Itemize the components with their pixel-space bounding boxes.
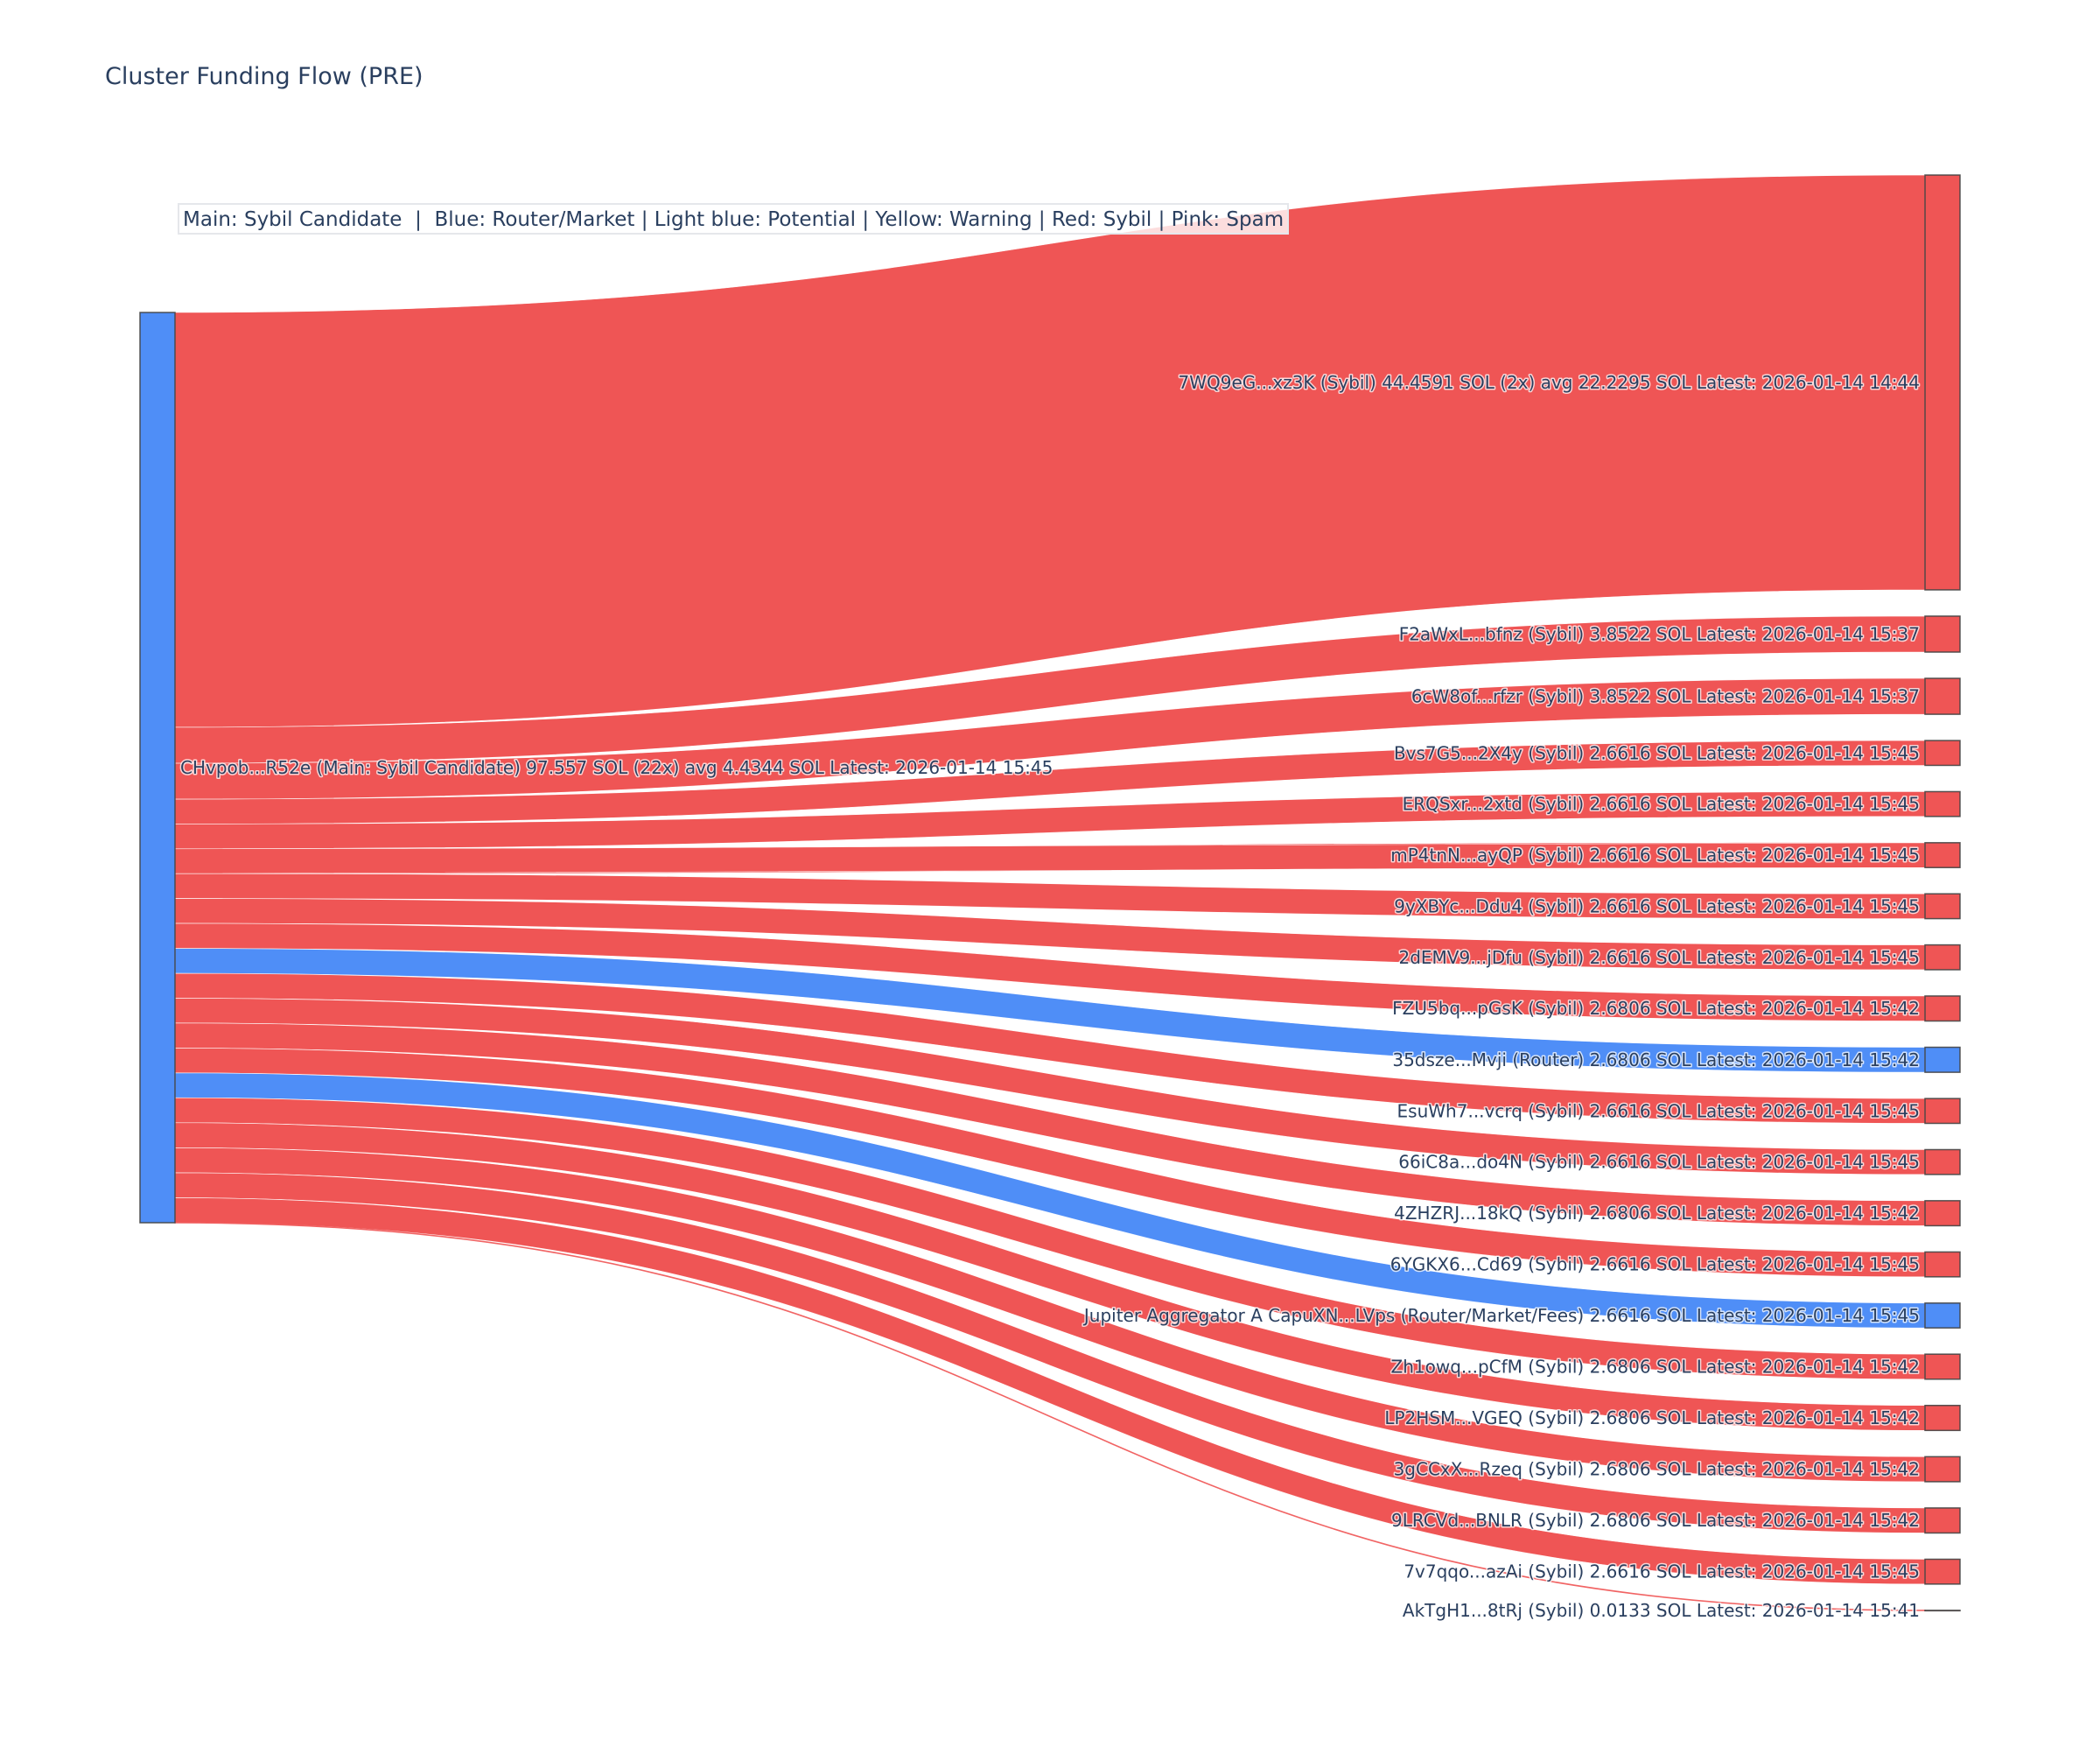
target-label: 3gCCxX...Rzeq (Sybil) 2.6806 SOL Latest:… [1394, 1459, 1920, 1480]
target-node-mP4tnN...ayQP[interactable] [1924, 842, 1961, 868]
target-label: LP2HSM...VGEQ (Sybil) 2.6806 SOL Latest:… [1384, 1407, 1920, 1428]
target-label: FZU5bq...pGsK (Sybil) 2.6806 SOL Latest:… [1392, 998, 1920, 1019]
target-node-LP2HSM...VGEQ[interactable] [1924, 1405, 1961, 1432]
target-node-7v7qqo...azAi[interactable] [1924, 1558, 1961, 1585]
target-label: 7WQ9eG...xz3K (Sybil) 44.4591 SOL (2x) a… [1179, 372, 1920, 393]
target-label: F2aWxL...bfnz (Sybil) 3.8522 SOL Latest:… [1399, 623, 1920, 644]
target-label: 2dEMV9...jDfu (Sybil) 2.6616 SOL Latest:… [1398, 947, 1920, 968]
target-node-AkTgH1...8tRj[interactable] [1924, 1610, 1961, 1612]
target-node-7WQ9eG...xz3K[interactable] [1924, 174, 1961, 591]
nodes-group [139, 174, 1961, 1612]
target-label: 9yXBYc...Ddu4 (Sybil) 2.6616 SOL Latest:… [1394, 895, 1920, 916]
target-label: 6cW8of...rfzr (Sybil) 3.8522 SOL Latest:… [1411, 686, 1920, 707]
target-node-6YGKX6...Cd69[interactable] [1924, 1251, 1961, 1278]
source-label: CHvpob...R52e (Main: Sybil Candidate) 97… [180, 757, 1053, 778]
labels-group: 7WQ9eG...xz3K (Sybil) 44.4591 SOL (2x) a… [179, 370, 1922, 1622]
target-node-Bvs7G5...2X4y[interactable] [1924, 740, 1961, 767]
target-node-CapuXN...LVps[interactable] [1924, 1302, 1961, 1329]
target-node-FZU5bq...pGsK[interactable] [1924, 995, 1961, 1022]
target-label: 6YGKX6...Cd69 (Sybil) 2.6616 SOL Latest:… [1390, 1254, 1920, 1275]
target-label: EsuWh7...vcrq (Sybil) 2.6616 SOL Latest:… [1397, 1100, 1920, 1121]
target-label: Bvs7G5...2X4y (Sybil) 2.6616 SOL Latest:… [1394, 742, 1920, 763]
links-group [174, 174, 1926, 1611]
target-label: mP4tnN...ayQP (Sybil) 2.6616 SOL Latest:… [1390, 845, 1920, 866]
target-node-3gCCxX...Rzeq[interactable] [1924, 1456, 1961, 1483]
target-label: Jupiter Aggregator A CapuXN...LVps (Rout… [1082, 1305, 1920, 1326]
target-node-9yXBYc...Ddu4[interactable] [1924, 893, 1961, 920]
target-node-ERQSxr...2xtd[interactable] [1924, 790, 1961, 817]
target-label: 66iC8a...do4N (Sybil) 2.6616 SOL Latest:… [1398, 1152, 1920, 1173]
target-label: 9LRCVd...BNLR (Sybil) 2.6806 SOL Latest:… [1391, 1510, 1920, 1531]
target-node-2dEMV9...jDfu[interactable] [1924, 944, 1961, 971]
source-node[interactable] [139, 312, 176, 1224]
chart-title: Cluster Funding Flow (PRE) [105, 63, 424, 90]
target-label: ERQSxr...2xtd (Sybil) 2.6616 SOL Latest:… [1403, 794, 1920, 815]
target-label: 35dsze...Mvji (Router) 2.6806 SOL Latest… [1392, 1049, 1920, 1070]
target-node-35dsze...Mvji[interactable] [1924, 1046, 1961, 1073]
target-node-9LRCVd...BNLR[interactable] [1924, 1507, 1961, 1534]
target-label: 4ZHZRJ...18kQ (Sybil) 2.6806 SOL Latest:… [1394, 1203, 1920, 1224]
target-label: 7v7qqo...azAi (Sybil) 2.6616 SOL Latest:… [1404, 1561, 1920, 1582]
target-node-6cW8of...rfzr[interactable] [1924, 677, 1961, 715]
target-node-EsuWh7...vcrq[interactable] [1924, 1098, 1961, 1125]
target-node-Zh1owq...pCfM[interactable] [1924, 1353, 1961, 1380]
legend-annotation: Main: Sybil Candidate | Blue: Router/Mar… [178, 203, 1290, 235]
target-node-F2aWxL...bfnz[interactable] [1924, 615, 1961, 653]
target-label: Zh1owq...pCfM (Sybil) 2.6806 SOL Latest:… [1391, 1356, 1920, 1377]
target-label: AkTgH1...8tRj (Sybil) 0.0133 SOL Latest:… [1403, 1600, 1920, 1621]
target-node-4ZHZRJ...18kQ[interactable] [1924, 1200, 1961, 1227]
target-node-66iC8a...do4N[interactable] [1924, 1148, 1961, 1175]
